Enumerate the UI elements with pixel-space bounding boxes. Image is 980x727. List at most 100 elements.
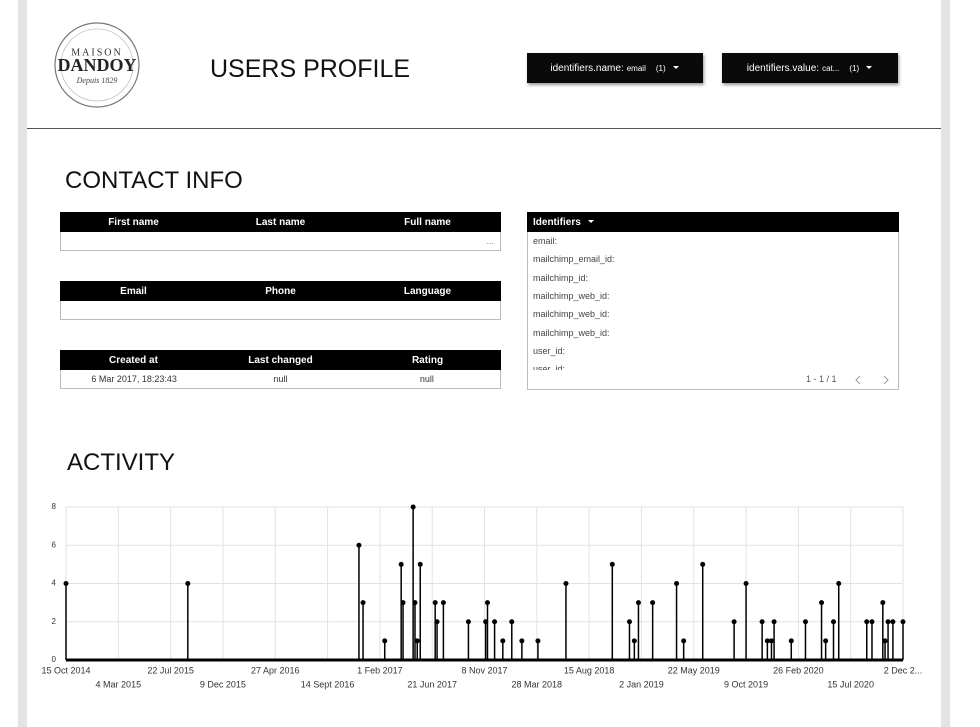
filter-value: email [626, 63, 646, 73]
y-tick-label: 4 [52, 579, 57, 588]
table-cell: null [419, 374, 434, 384]
logo-text: MAISON [71, 47, 122, 58]
activity-point [802, 619, 808, 625]
table-cell: ... [486, 236, 494, 246]
column-header: Last name [255, 216, 306, 228]
column-header: Rating [411, 354, 444, 366]
logo-text: DANDOY [58, 55, 137, 75]
activity-point [185, 581, 191, 586]
table-cell: 6 Mar 2017, 18:23:43 [91, 374, 177, 384]
caret-shape [866, 66, 873, 69]
pagination-arrows [855, 375, 889, 385]
x-tick-label: 26 Feb 2020 [773, 665, 824, 675]
activity-point [563, 581, 569, 586]
activity-point [398, 561, 404, 567]
x-tick-label: 1 Feb 2017 [357, 665, 403, 675]
y-tick-label: 6 [52, 540, 57, 549]
activity-point [885, 619, 891, 625]
x-tick-label: 22 Jul 2015 [147, 665, 194, 675]
activity-point [819, 600, 825, 606]
activity-point [864, 619, 870, 625]
next-page[interactable] [883, 375, 889, 385]
table-header: Email Phone Language [60, 281, 501, 301]
filter-label: identifiers.name: [550, 62, 624, 74]
identifier-item: mailchimp_web_id: [533, 309, 610, 320]
column-header: Created at [109, 354, 158, 366]
section-title: ACTIVITY [67, 449, 176, 476]
activity-point [414, 638, 420, 644]
activity-point [432, 600, 438, 606]
left-border [18, 0, 27, 727]
x-tick-label: 8 Nov 2017 [461, 665, 507, 675]
activity-point [626, 619, 632, 625]
prev-page[interactable] [855, 375, 861, 385]
activity-point [382, 638, 388, 644]
logo-ring-inner [60, 28, 134, 102]
filter-label: identifiers.value: [746, 62, 820, 74]
activity-point [412, 600, 418, 606]
activity-point [417, 561, 423, 567]
identifier-item: user_id: [533, 364, 566, 370]
identifier-item: user_id: [533, 345, 566, 356]
activity-point [823, 638, 829, 644]
activity-point [400, 600, 406, 606]
table-cell: null [273, 374, 288, 384]
activity-point [890, 619, 896, 625]
column-header: Full name [404, 216, 451, 228]
x-tick-label: 9 Dec 2015 [200, 679, 246, 689]
activity-point [869, 619, 875, 625]
column-header: First name [108, 216, 159, 228]
x-tick-label: 22 May 2019 [668, 665, 720, 675]
activity-point [743, 581, 749, 586]
table-row: ... [60, 232, 501, 251]
x-tick-label: 14 Sept 2016 [301, 679, 355, 689]
x-tick-label: 2 Jan 2019 [619, 679, 664, 689]
table-header: Created at Last changed Rating [60, 350, 501, 370]
x-tick-label: 15 Jul 2020 [827, 679, 874, 689]
right-border [941, 0, 950, 727]
activity-point [465, 619, 471, 625]
x-tick-label: 21 Jun 2017 [407, 679, 457, 689]
identifier-item: mailchimp_web_id: [533, 327, 610, 338]
identifier-item: mailchimp_email_id: [533, 254, 615, 265]
logo-text: Depuis 1829 [76, 76, 118, 85]
activity-point [731, 619, 737, 625]
activity-point [631, 638, 637, 644]
dropdown-caret [672, 66, 679, 69]
activity-point [492, 619, 498, 625]
logo: MAISON DANDOY Depuis 1829 [54, 22, 140, 108]
dropdown-caret [866, 66, 873, 69]
column-header: Last changed [248, 354, 313, 366]
filter-count: (1) [655, 63, 666, 73]
identifier-item: email: [533, 236, 558, 246]
activity-point [434, 619, 440, 625]
identifier-item: mailchimp_id: [533, 272, 589, 283]
activity-point [681, 638, 687, 644]
activity-point [768, 638, 774, 644]
section-title: CONTACT INFO [65, 167, 243, 194]
x-tick-label: 9 Oct 2019 [724, 679, 768, 689]
x-tick-label: 27 Apr 2016 [251, 665, 300, 675]
filter-dropdown[interactable]: identifiers.value: cat... (1) [722, 53, 898, 83]
identifier-item: mailchimp_web_id: [533, 290, 610, 301]
activity-point [356, 542, 362, 548]
x-tick-label: 28 Mar 2018 [512, 679, 563, 689]
filter-count: (1) [849, 63, 860, 73]
column-header: Email [120, 285, 147, 297]
filter-dropdown[interactable]: identifiers.name: email (1) [527, 53, 703, 83]
activity-point [880, 600, 886, 606]
activity-point [788, 638, 794, 644]
activity-point [882, 638, 888, 644]
activity-point [674, 581, 680, 586]
activity-point [535, 638, 541, 644]
column-header: Phone [265, 285, 296, 297]
identifiers-header[interactable]: Identifiers [527, 212, 899, 232]
x-tick-label: 15 Oct 2014 [41, 665, 90, 675]
logo-ring [54, 22, 140, 108]
activity-point [836, 581, 842, 586]
identifiers-title: Identifiers [533, 216, 581, 228]
dropdown-caret [587, 220, 594, 223]
pagination: 1 - 1 / 1 [806, 374, 837, 384]
